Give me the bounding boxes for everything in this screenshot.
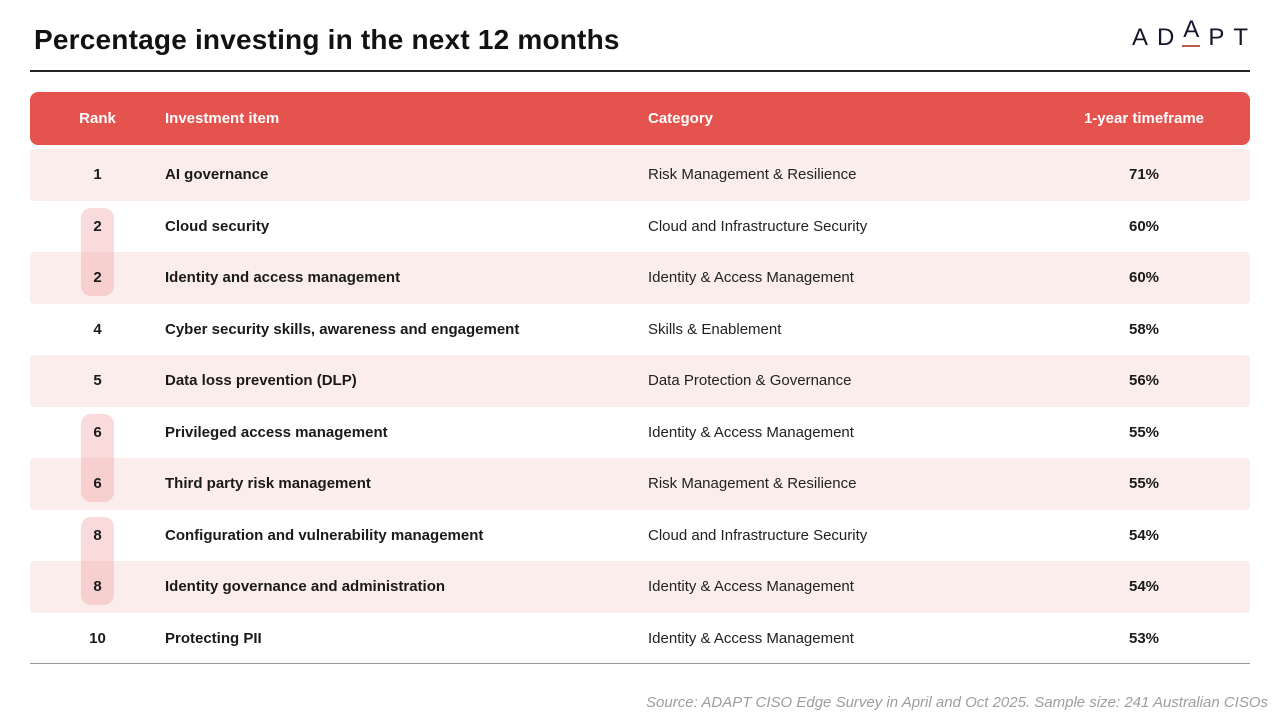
column-header-1-year-timeframe: 1-year timeframe [1083, 110, 1205, 127]
rank-cell: 10 [89, 629, 106, 647]
rank-cell: 2 [93, 217, 102, 235]
category-cell: Identity & Access Management [648, 269, 854, 287]
table-row: 6 Privileged access management Identity … [30, 407, 1250, 459]
tied-rank-badge [81, 516, 114, 605]
category-cell: Skills & Enablement [648, 320, 782, 338]
logo-letter: A [1131, 24, 1148, 51]
table-row: 10 Protecting PII Identity & Access Mana… [30, 613, 1250, 665]
adapt-logo: A D A P T [1131, 18, 1248, 51]
timeframe-cell: 55% [1128, 423, 1160, 441]
table-row: 5 Data loss prevention (DLP) Data Protec… [30, 355, 1250, 407]
logo-accent-underline-icon [1182, 44, 1201, 47]
investment-item-cell: Third party risk management [165, 475, 371, 493]
investment-item-cell: Identity and access management [165, 269, 401, 287]
investment-item-cell: Configuration and vulnerability manageme… [165, 526, 484, 544]
rank-cell: 6 [93, 423, 102, 441]
table-row: 1 AI governance Risk Management & Resili… [30, 149, 1250, 201]
table-bottom-divider [30, 663, 1250, 664]
column-header-rank: Rank [79, 110, 116, 127]
rank-cell: 2 [93, 269, 102, 287]
timeframe-cell: 71% [1128, 166, 1160, 184]
logo-letter: P [1208, 24, 1225, 51]
table-row: 2 Identity and access management Identit… [30, 252, 1250, 304]
timeframe-cell: 56% [1128, 372, 1160, 390]
tied-rank-badge [81, 413, 114, 502]
investment-item-cell: Data loss prevention (DLP) [165, 372, 357, 390]
timeframe-cell: 54% [1128, 578, 1160, 596]
table-header-row: Rank Investment item Category 1-year tim… [30, 92, 1250, 145]
page-title: Percentage investing in the next 12 mont… [34, 24, 620, 55]
rank-cell: 8 [93, 578, 102, 596]
table-row: 2 Cloud security Cloud and Infrastructur… [30, 201, 1250, 253]
rank-cell: 8 [93, 526, 102, 544]
column-header-category: Category [648, 110, 714, 127]
tied-rank-badge [81, 207, 114, 296]
table-row: 8 Identity governance and administration… [30, 561, 1250, 613]
logo-letter: A [1183, 16, 1200, 43]
source-note: Source: ADAPT CISO Edge Survey in April … [646, 694, 1268, 711]
table-row: 6 Third party risk management Risk Manag… [30, 458, 1250, 510]
timeframe-cell: 55% [1128, 475, 1160, 493]
category-cell: Identity & Access Management [648, 423, 854, 441]
investment-item-cell: Privileged access management [165, 423, 388, 441]
table-row: 4 Cyber security skills, awareness and e… [30, 304, 1250, 356]
logo-letter: T [1233, 24, 1248, 51]
category-cell: Identity & Access Management [648, 629, 854, 647]
investment-item-cell: Cyber security skills, awareness and eng… [165, 320, 520, 338]
timeframe-cell: 58% [1128, 320, 1160, 338]
rank-cell: 4 [93, 320, 102, 338]
timeframe-cell: 54% [1128, 526, 1160, 544]
category-cell: Cloud and Infrastructure Security [648, 217, 868, 235]
category-cell: Data Protection & Governance [648, 372, 852, 390]
category-cell: Cloud and Infrastructure Security [648, 526, 868, 544]
category-cell: Identity & Access Management [648, 578, 854, 596]
category-cell: Risk Management & Resilience [648, 166, 857, 184]
rank-cell: 1 [93, 166, 102, 184]
column-header-investment-item: Investment item [165, 110, 280, 127]
rank-cell: 5 [93, 372, 102, 390]
timeframe-cell: 60% [1128, 269, 1160, 287]
table-row: 8 Configuration and vulnerability manage… [30, 510, 1250, 562]
timeframe-cell: 60% [1128, 217, 1160, 235]
investment-item-cell: AI governance [165, 166, 269, 184]
rank-cell: 6 [93, 475, 102, 493]
timeframe-cell: 53% [1128, 629, 1160, 647]
logo-letter: D [1156, 24, 1175, 51]
logo-raised-letter: A [1182, 16, 1201, 47]
investment-item-cell: Identity governance and administration [165, 578, 446, 596]
category-cell: Risk Management & Resilience [648, 475, 857, 493]
investment-item-cell: Cloud security [165, 217, 270, 235]
table-body: 1 AI governance Risk Management & Resili… [30, 149, 1250, 664]
title-divider [30, 70, 1250, 72]
investment-item-cell: Protecting PII [165, 629, 262, 647]
